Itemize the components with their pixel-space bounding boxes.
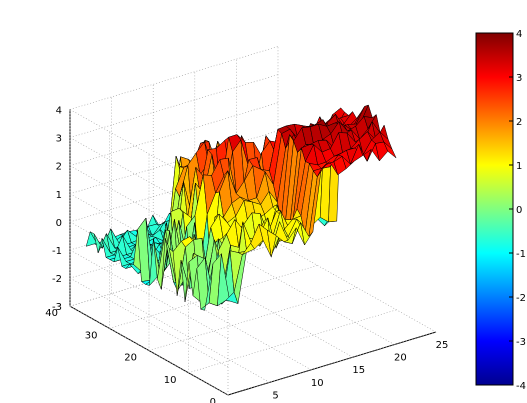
grid-line (227, 331, 437, 396)
colorbar-tick-label: -1 (516, 249, 526, 260)
grid-line (188, 309, 397, 374)
grid-line (153, 280, 312, 371)
grid-line (69, 305, 229, 396)
y-tick-label: 10 (164, 375, 177, 386)
y-tick-label: 0 (210, 397, 216, 403)
y-tick-label: 20 (124, 353, 137, 364)
z-tick-label: 4 (56, 106, 62, 117)
colorbar: -4 -3 -2 -1 0 1 2 3 4 (475, 29, 526, 392)
colorbar-gradient (475, 32, 514, 386)
y-tick-label: 40 (45, 308, 58, 319)
colorbar-ticks: -4 -3 -2 -1 0 1 2 3 4 (509, 29, 526, 392)
x-tick-label: 25 (436, 340, 449, 351)
surface-patch (383, 141, 397, 159)
grid-line (236, 255, 395, 345)
z-tick-label: 1 (56, 190, 62, 201)
z-tick-label: -3 (52, 302, 62, 313)
colorbar-tick-label: 4 (516, 29, 522, 40)
x-tick-label: 10 (311, 378, 324, 389)
colorbar-tick-label: 2 (516, 117, 522, 128)
grid-line (69, 102, 279, 166)
z-tick-label: 0 (56, 218, 62, 229)
z-tick-label: 2 (56, 162, 62, 173)
z-tick-label: -2 (52, 274, 62, 285)
grid-line (69, 130, 279, 195)
surface-mesh (85, 104, 397, 311)
grid-line (69, 249, 229, 340)
x-tick-label: 5 (272, 390, 278, 401)
x-tick-label: 20 (394, 353, 407, 364)
colorbar-tick-label: 1 (516, 161, 522, 172)
x-tick-label: 15 (352, 365, 365, 376)
colorbar-tick-label: -2 (516, 293, 526, 304)
grid-line (277, 242, 437, 333)
grid-line (194, 268, 353, 358)
grid-line (111, 293, 270, 383)
grid-line (148, 287, 358, 351)
grid-line (69, 46, 279, 110)
colorbar-tick-label: -4 (516, 381, 526, 392)
grid-line (69, 277, 229, 368)
z-tick-label: -1 (52, 246, 62, 257)
y-tick-label: 30 (85, 330, 98, 341)
colorbar-tick-label: -3 (516, 337, 526, 348)
grid-line (69, 74, 279, 138)
colorbar-tick-label: 0 (516, 205, 522, 216)
colorbar-tick-label: 3 (516, 73, 522, 84)
z-tick-label: 3 (56, 134, 62, 145)
